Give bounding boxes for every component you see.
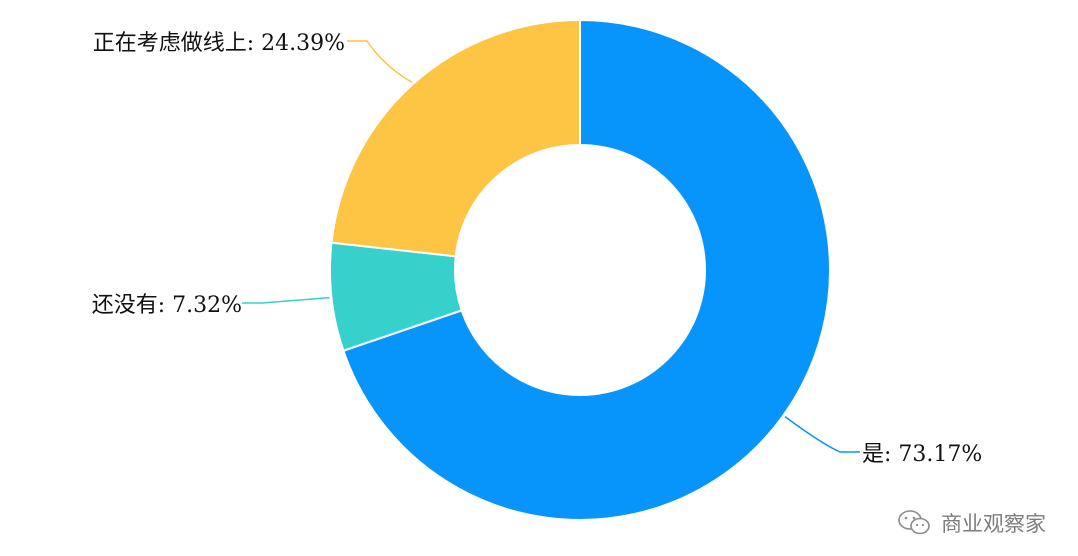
- slice-label-0: 是: 73.17%: [862, 442, 982, 467]
- leader-line-0: [784, 416, 860, 453]
- slices-group: [329, 18, 831, 521]
- slice-2: [330, 18, 581, 258]
- slice-label-2: 正在考虑做线上: 24.39%: [93, 31, 345, 56]
- watermark: 商业观察家: [897, 508, 1046, 538]
- leader-lines-group: [242, 40, 860, 453]
- leader-line-2: [347, 40, 413, 83]
- labels-group: 是: 73.17% 还没有: 7.32% 正在考虑做线上: 24.39%: [92, 31, 983, 467]
- slice-label-1: 还没有: 7.32%: [92, 293, 242, 318]
- slice-0: [342, 18, 831, 521]
- leader-line-1: [242, 296, 330, 304]
- watermark-text: 商业观察家: [941, 512, 1046, 536]
- wechat-icon: [897, 508, 933, 538]
